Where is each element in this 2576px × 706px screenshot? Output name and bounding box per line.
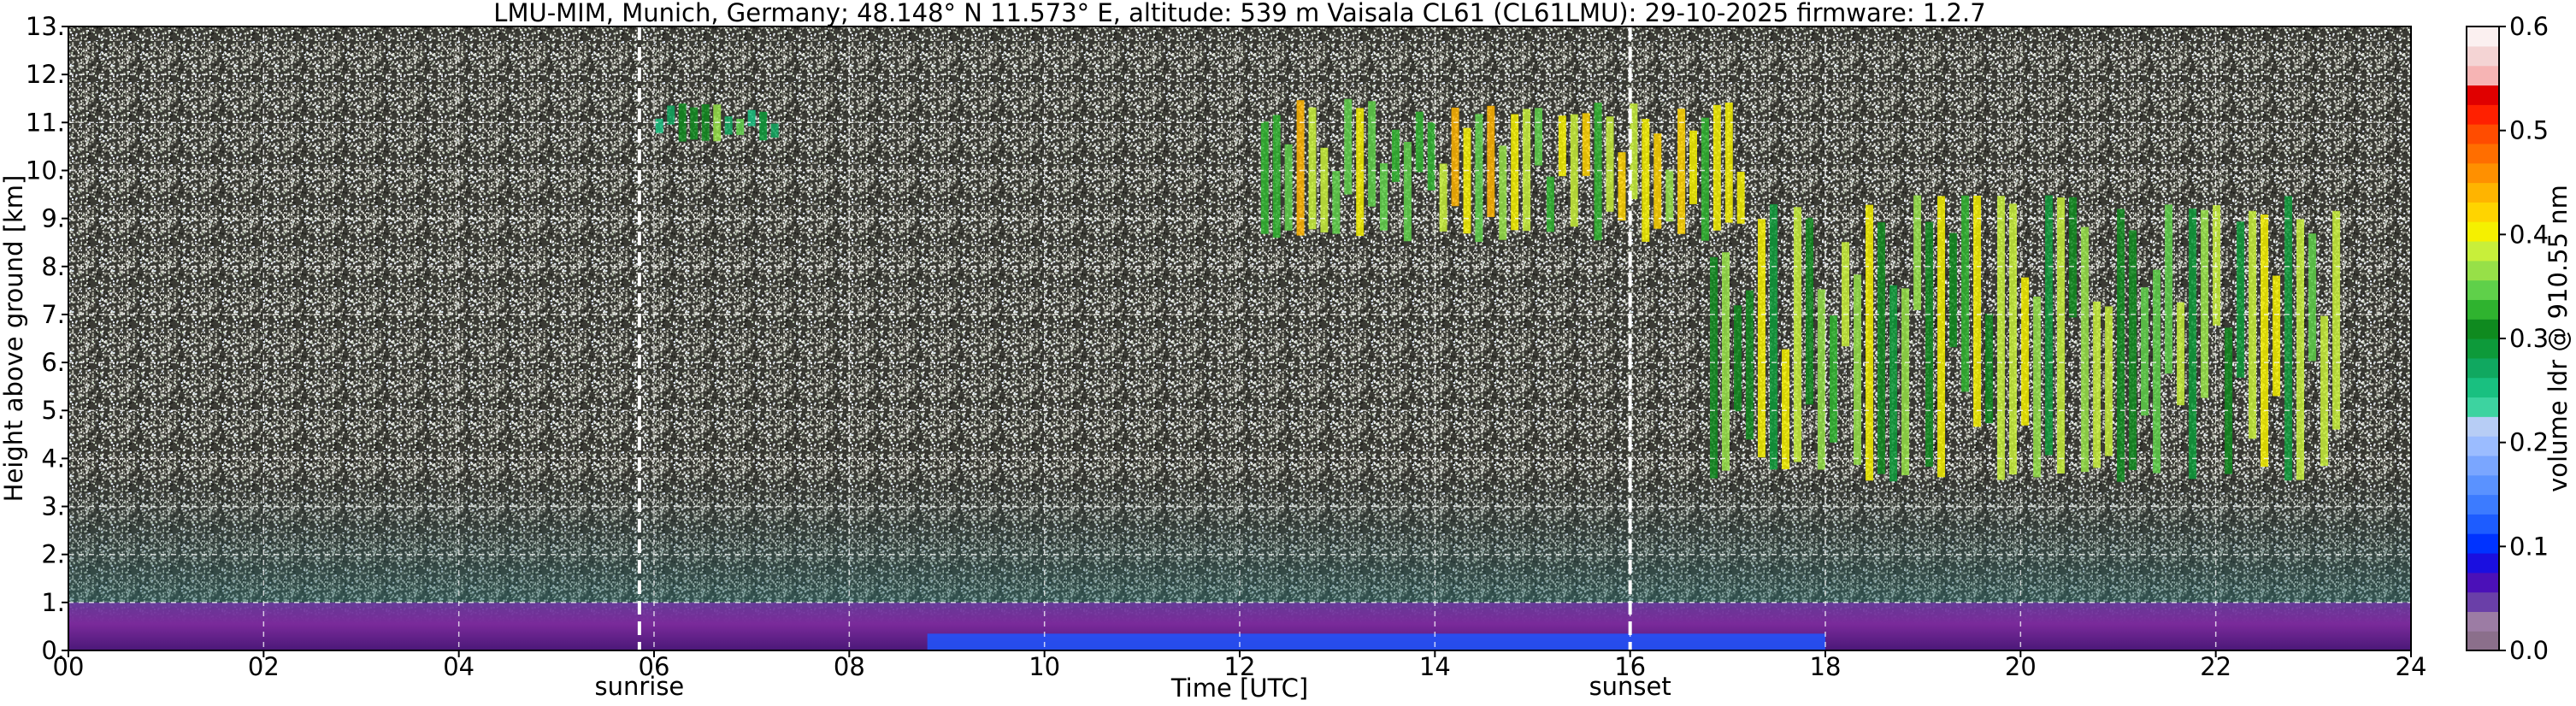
colorbar-swatch	[2467, 162, 2499, 184]
colorbar-swatch	[2467, 26, 2499, 47]
colorbar-tick-label: 0.4	[2509, 220, 2549, 249]
colorbar-swatch	[2467, 85, 2499, 105]
colorbar-tick-label: 0.5	[2509, 116, 2549, 145]
feature-low-cirrus-bands	[1710, 195, 2341, 482]
y-tick-label: 7.	[41, 300, 65, 329]
colorbar-swatch	[2467, 533, 2499, 554]
colorbar-swatch	[2467, 338, 2499, 359]
colorbar-tick-label: 0.0	[2509, 636, 2549, 665]
colorbar-swatch	[2467, 45, 2499, 67]
x-tick-label: 18	[1810, 652, 1842, 681]
colorbar-tick-label: 0.1	[2509, 532, 2549, 561]
colorbar-swatch	[2467, 494, 2499, 515]
colorbar-swatch	[2467, 260, 2499, 281]
y-tick-label: 8.	[41, 252, 65, 281]
x-tick-label: 14	[1419, 652, 1451, 681]
y-tick-label: 13.	[26, 12, 65, 41]
y-tick-label: 12.	[26, 60, 65, 89]
x-tick-label: 24	[2396, 652, 2427, 681]
colorbar-swatch	[2467, 591, 2499, 612]
colorbar-label: volume ldr @ 910.55 nm	[2544, 185, 2573, 492]
colorbar-swatch	[2467, 357, 2499, 379]
colorbar-swatch	[2467, 319, 2499, 339]
colorbar-swatch	[2467, 436, 2499, 456]
y-tick-label: 10.	[26, 156, 65, 185]
y-tick-label: 11.	[26, 108, 65, 137]
event-labels: sunrise sunset	[594, 672, 1671, 701]
y-tick-label: 2.	[41, 540, 65, 569]
y-axis: 0. 1. 2. 3. 4. 5. 6. 7. 8. 9. 10. 11. 12. 13.	[26, 12, 68, 665]
colorbar-swatch	[2467, 455, 2499, 476]
colorbar-swatch	[2467, 514, 2499, 534]
y-tick-label: 0.	[41, 636, 65, 665]
colorbar: 0.0 0.1 0.2 0.3 0.4 0.5 0.6	[2466, 12, 2549, 665]
colorbar-tick-label: 0.2	[2509, 428, 2549, 457]
colorbar-swatch	[2467, 240, 2499, 262]
colorbar-tick-label: 0.6	[2509, 12, 2549, 41]
y-tick-label: 1.	[41, 588, 65, 617]
y-tick-label: 9.	[41, 204, 65, 233]
colorbar-swatch	[2467, 552, 2499, 574]
y-tick-label: 3.	[41, 492, 65, 521]
x-tick-label: 22	[2200, 652, 2231, 681]
feature-high-cirrus	[1260, 98, 1745, 243]
colorbar-swatch	[2467, 397, 2499, 417]
y-tick-label: 4.	[41, 444, 65, 473]
x-tick-label: 16	[1614, 652, 1646, 681]
colorbar-swatch	[2467, 279, 2499, 300]
x-tick-label: 08	[834, 652, 865, 681]
sunset-label: sunset	[1589, 672, 1671, 701]
colorbar-swatch	[2467, 202, 2499, 222]
sunrise-label: sunrise	[594, 672, 684, 701]
x-tick-label: 00	[53, 652, 85, 681]
colorbar-swatch	[2467, 182, 2499, 203]
x-tick-label: 20	[2005, 652, 2037, 681]
x-axis: 00 02 04 06 08 10 12 14 16 18 20 22 24	[53, 650, 2427, 681]
x-tick-label: 10	[1029, 652, 1060, 681]
x-tick-label: 12	[1224, 652, 1256, 681]
colorbar-swatch	[2467, 124, 2499, 144]
colorbar-swatch	[2467, 572, 2499, 593]
colorbar-tick-label: 0.3	[2509, 324, 2549, 353]
x-axis-label: Time [UTC]	[1170, 674, 1308, 703]
feature-aerosol-layer-core	[927, 633, 1825, 650]
colorbar-swatch	[2467, 221, 2499, 242]
chart-title: LMU-MIM, Munich, Germany; 48.148° N 11.5…	[493, 0, 1985, 27]
colorbar-swatch	[2467, 377, 2499, 398]
y-tick-label: 6.	[41, 348, 65, 377]
colorbar-swatch	[2467, 474, 2499, 496]
colorbar-swatch	[2467, 299, 2499, 320]
colorbar-swatch	[2467, 611, 2499, 632]
colorbar-swatch	[2467, 143, 2499, 164]
colorbar-swatch	[2467, 631, 2499, 651]
y-tick-label: 5.	[41, 396, 65, 425]
x-tick-label: 06	[639, 652, 670, 681]
colorbar-swatch	[2467, 65, 2499, 86]
colorbar-swatch	[2467, 104, 2499, 125]
y-axis-label: Height above ground [km]	[0, 175, 28, 503]
plot-area	[68, 26, 2411, 650]
colorbar-swatch	[2467, 416, 2499, 437]
x-tick-label: 04	[443, 652, 475, 681]
x-tick-label: 02	[248, 652, 280, 681]
